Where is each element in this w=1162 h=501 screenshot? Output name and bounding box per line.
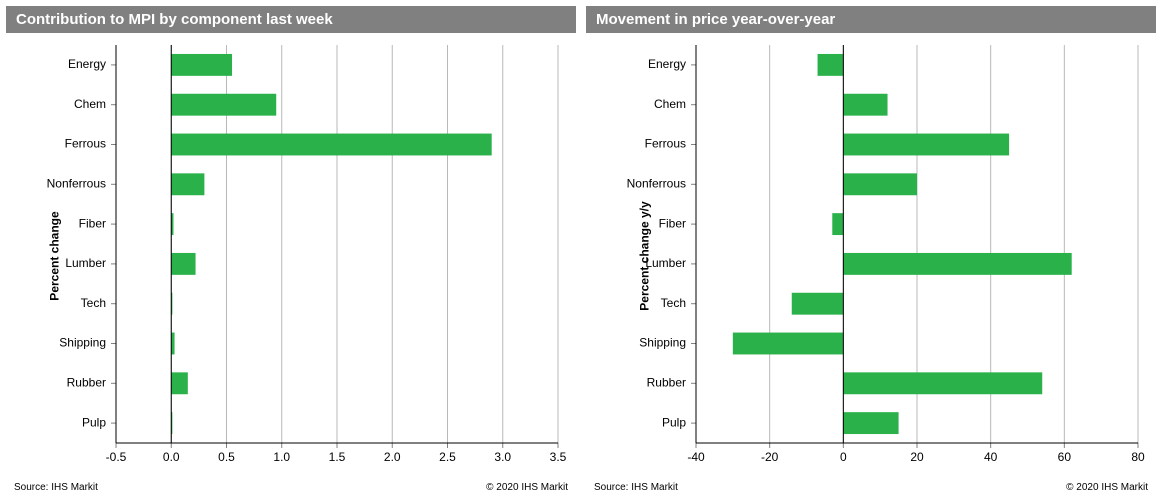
category-label: Ferrous [645, 137, 686, 151]
x-tick-label: 3.5 [550, 450, 567, 464]
right-copyright-label: © 2020 IHS Markit [1066, 482, 1148, 493]
bar [171, 134, 491, 156]
category-label: Shipping [639, 336, 686, 350]
category-label: Ferrous [65, 137, 106, 151]
x-tick-label: 60 [1058, 450, 1072, 464]
right-footer: Source: IHS Markit © 2020 IHS Markit [586, 479, 1156, 501]
bar [733, 333, 844, 355]
x-tick-label: 2.0 [384, 450, 401, 464]
x-tick-label: 3.0 [494, 450, 511, 464]
right-panel: Movement in price year-over-year Percent… [586, 6, 1156, 501]
category-label: Pulp [662, 415, 686, 429]
left-panel-title: Contribution to MPI by component last we… [6, 6, 576, 33]
left-source-label: Source: IHS Markit [14, 482, 98, 493]
x-tick-label: 2.5 [439, 450, 456, 464]
category-label: Tech [661, 296, 686, 310]
x-tick-label: 80 [1131, 450, 1145, 464]
right-panel-title: Movement in price year-over-year [586, 6, 1156, 33]
bar [171, 54, 232, 76]
category-label: Nonferrous [627, 176, 686, 190]
x-tick-label: 0.0 [163, 450, 180, 464]
category-label: Chem [74, 97, 106, 111]
bar [171, 173, 204, 195]
x-tick-label: 1.5 [329, 450, 346, 464]
left-footer: Source: IHS Markit © 2020 IHS Markit [6, 479, 576, 501]
bar [832, 213, 843, 235]
bar [792, 293, 844, 315]
bar [171, 372, 188, 394]
bar [171, 94, 276, 116]
x-tick-label: 20 [910, 450, 924, 464]
bar [843, 412, 898, 434]
right-plot-area: Percent change y/y -40-20020406080Energy… [586, 33, 1156, 479]
x-tick-label: -0.5 [106, 450, 127, 464]
bar [843, 94, 887, 116]
category-label: Fiber [79, 216, 106, 230]
bar [843, 134, 1009, 156]
category-label: Nonferrous [47, 176, 106, 190]
bar [818, 54, 844, 76]
bar [843, 173, 917, 195]
right-source-label: Source: IHS Markit [594, 482, 678, 493]
category-label: Pulp [82, 415, 106, 429]
bar [843, 372, 1042, 394]
category-label: Energy [68, 57, 106, 71]
left-panel: Contribution to MPI by component last we… [6, 6, 576, 501]
left-copyright-label: © 2020 IHS Markit [486, 482, 568, 493]
category-label: Energy [648, 57, 686, 71]
category-label: Lumber [645, 256, 686, 270]
left-plot-area: Percent change -0.50.00.51.01.52.02.53.0… [6, 33, 576, 479]
x-tick-label: 0.5 [218, 450, 235, 464]
category-label: Fiber [659, 216, 686, 230]
x-tick-label: -20 [761, 450, 779, 464]
left-chart-svg: -0.5 0.0 0.5 1.0 1.5 2.0 2.5 3.0 3.5 Energy Chem Fe… [6, 33, 576, 479]
category-label: Rubber [647, 375, 686, 389]
x-tick-label: -40 [687, 450, 705, 464]
x-tick-label: 0 [840, 450, 847, 464]
category-label: Lumber [65, 256, 106, 270]
bar [843, 253, 1071, 275]
x-tick-label: 40 [984, 450, 998, 464]
category-label: Chem [654, 97, 686, 111]
right-chart-svg: -40 -20 0 20 40 60 80 Energy Chem Ferrous Nonferro… [586, 33, 1156, 479]
category-label: Tech [81, 296, 106, 310]
category-label: Rubber [67, 375, 106, 389]
page-root: Contribution to MPI by component last we… [0, 0, 1162, 501]
x-tick-label: 1.0 [273, 450, 290, 464]
bar [171, 253, 195, 275]
category-label: Shipping [59, 336, 106, 350]
